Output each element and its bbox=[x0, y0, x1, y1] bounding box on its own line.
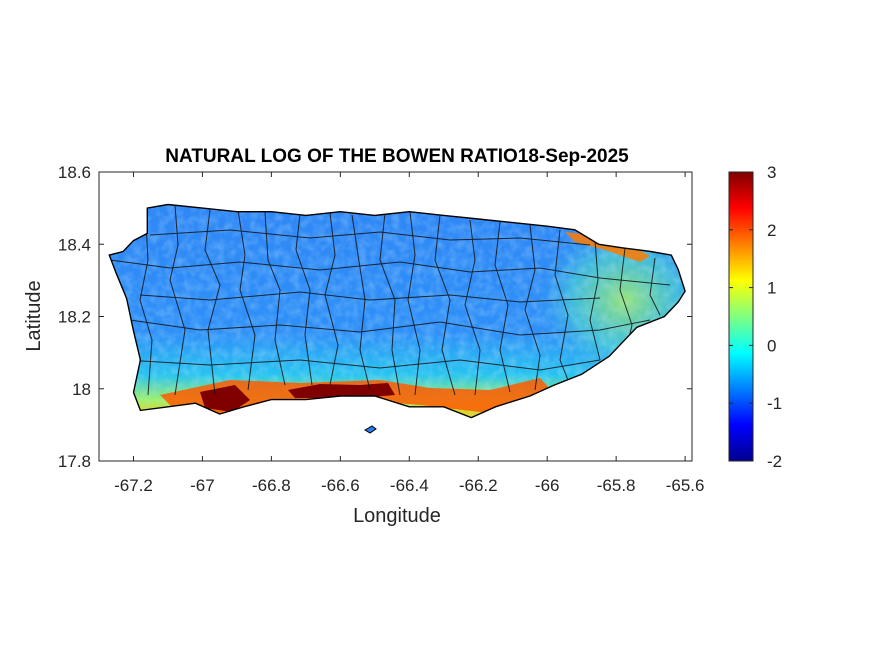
chart-title: NATURAL LOG OF THE BOWEN RATIO18-Sep-202… bbox=[165, 146, 629, 167]
colorbar-ticks: -2 -1 0 1 2 3 bbox=[729, 163, 782, 471]
x-tick-label: -66.6 bbox=[321, 476, 360, 495]
island-coastline bbox=[108, 203, 686, 419]
x-tick-label: -65.6 bbox=[666, 476, 705, 495]
colorbar-tick-label: 1 bbox=[767, 279, 776, 298]
y-tick-label: 17.8 bbox=[58, 452, 91, 471]
x-tick-label: -66.4 bbox=[390, 476, 429, 495]
x-tick-label: -65.8 bbox=[597, 476, 636, 495]
y-tick-label: 18.2 bbox=[58, 308, 91, 327]
x-tick-label: -66.2 bbox=[459, 476, 498, 495]
x-tick-label: -67 bbox=[190, 476, 215, 495]
colorbar-tick-label: 0 bbox=[767, 336, 776, 355]
colorbar-tick-label: -1 bbox=[767, 394, 782, 413]
municipality-boundaries bbox=[109, 204, 671, 396]
colorbar-tick-label: 2 bbox=[767, 221, 776, 240]
south-extreme-band bbox=[200, 383, 395, 412]
x-axis-label: Longitude bbox=[353, 505, 441, 527]
y-tick-label: 18 bbox=[72, 380, 91, 399]
colorbar-tick-label: -2 bbox=[767, 452, 782, 471]
y-axis: 17.8 18 18.2 18.4 18.6 bbox=[58, 163, 692, 471]
northeast-hot-fringe bbox=[565, 232, 650, 262]
x-tick-label: -66 bbox=[535, 476, 560, 495]
y-tick-label: 18.6 bbox=[58, 163, 91, 182]
x-axis: -67.2 -67 -66.8 -66.6 -66.4 -66.2 -66 -65.8 -65.… bbox=[114, 172, 704, 495]
x-tick-label: -67.2 bbox=[114, 476, 153, 495]
colorbar-tick-label: 3 bbox=[767, 163, 776, 182]
small-island bbox=[364, 425, 377, 434]
colorbar bbox=[728, 171, 754, 462]
y-axis-label: Latitude bbox=[23, 280, 45, 351]
x-tick-label: -66.8 bbox=[252, 476, 291, 495]
y-tick-label: 18.4 bbox=[58, 235, 91, 254]
